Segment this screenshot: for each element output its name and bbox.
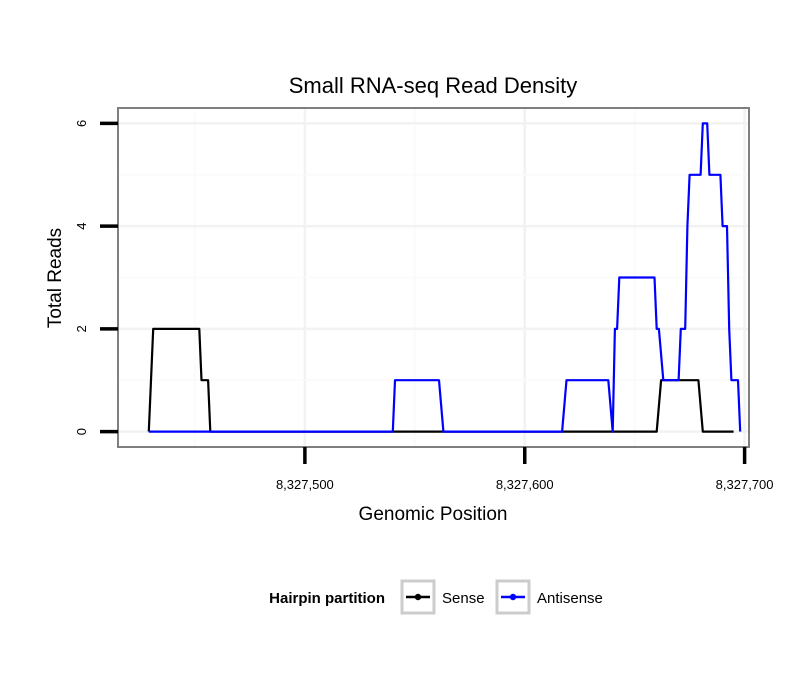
- legend-point-antisense: [509, 593, 517, 601]
- x-axis: 8,327,500 8,327,600 8,327,700: [276, 447, 774, 492]
- y-axis: 0 2 4 6: [74, 120, 118, 435]
- x-tick-label: 8,327,500: [276, 477, 334, 492]
- y-axis-label: Total Reads: [45, 228, 66, 328]
- series-lines: [147, 122, 742, 433]
- legend-entry-sense: Sense: [400, 579, 485, 615]
- legend-title: Hairpin partition: [269, 590, 385, 607]
- y-tick-label: 4: [74, 223, 89, 230]
- chart-title: Small RNA-seq Read Density: [289, 73, 578, 98]
- x-tick-label: 8,327,600: [496, 477, 554, 492]
- y-tick-label: 0: [74, 428, 89, 435]
- x-tick-label: 8,327,700: [716, 477, 774, 492]
- y-tick-label: 2: [74, 325, 89, 332]
- legend-point-sense: [414, 593, 422, 601]
- legend: Hairpin partition Sense Antisense: [269, 579, 603, 615]
- plot-panel-border: [117, 107, 750, 448]
- legend-label-sense: Sense: [442, 590, 485, 607]
- legend-label-antisense: Antisense: [537, 590, 603, 607]
- legend-entry-antisense: Antisense: [495, 579, 603, 615]
- x-axis-label: Genomic Position: [359, 504, 508, 525]
- series-line-antisense: [148, 122, 742, 433]
- y-tick-label: 6: [74, 120, 89, 127]
